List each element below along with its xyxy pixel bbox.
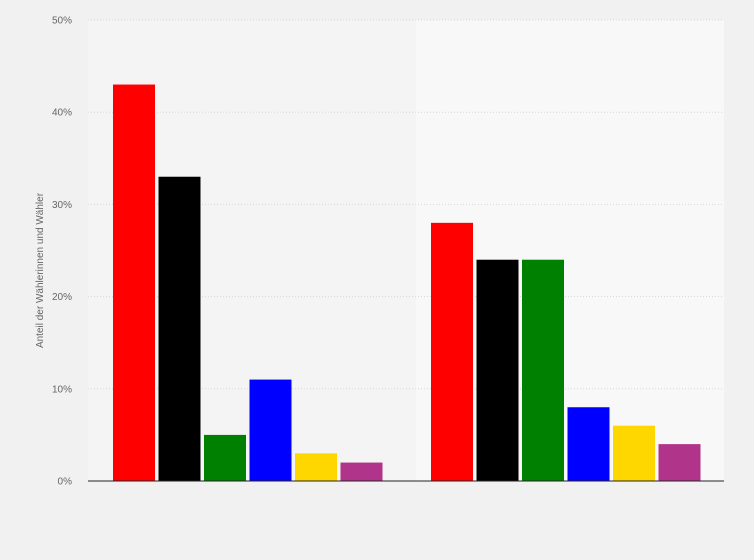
y-tick-label: 20% [52, 292, 72, 303]
y-tick-label: 0% [58, 477, 73, 488]
y-tick-label: 10% [52, 384, 72, 395]
y-axis-title: Anteil der Wählerinnen und Wähler [35, 192, 46, 348]
bar [567, 407, 610, 481]
y-tick-label: 30% [52, 200, 72, 211]
bar [658, 444, 701, 481]
y-tick-label: 50% [52, 16, 72, 27]
bar [522, 259, 564, 481]
bars [113, 84, 701, 482]
y-axis-ticks: 0% 10% 20% 30% 40% 50% [52, 16, 72, 488]
bar [158, 176, 201, 482]
bar [204, 434, 246, 481]
bar [249, 379, 292, 481]
bar [295, 453, 337, 481]
bar [431, 222, 473, 481]
y-tick-label: 40% [52, 108, 72, 119]
bar [113, 84, 155, 481]
bar [613, 425, 655, 481]
bar [340, 462, 383, 481]
bar [476, 259, 519, 481]
